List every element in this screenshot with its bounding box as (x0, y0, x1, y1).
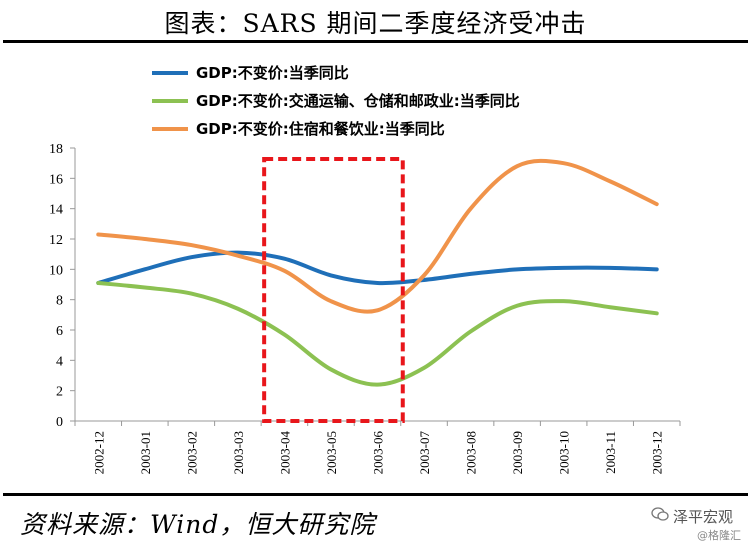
x-tick-label: 2003-08 (464, 431, 479, 474)
source-note: 资料来源：Wind，恒大研究院 (20, 510, 376, 539)
legend-entry: GDP:不变价:住宿和餐饮业:当季同比 (196, 120, 445, 138)
highlight-box (262, 157, 405, 423)
y-tick-label: 8 (56, 294, 63, 309)
series-line-3 (96, 158, 659, 314)
wechat-icon (651, 507, 669, 526)
series-line-1 (96, 250, 659, 286)
y-tick-label: 2 (56, 385, 63, 400)
legend-entry: GDP:不变价:当季同比 (196, 64, 349, 82)
x-tick-label: 2003-02 (184, 431, 199, 474)
x-tick-label: 2003-11 (603, 431, 618, 474)
x-tick-label: 2003-07 (417, 431, 432, 475)
page-title: 图表：SARS 期间二季度经济受冲击 (164, 9, 587, 38)
x-tick-label: 2003-09 (510, 431, 525, 474)
top-rule (3, 40, 748, 43)
x-tick-label: 2003-06 (371, 431, 386, 475)
y-tick-label: 16 (49, 172, 63, 187)
x-tick-label: 2002-12 (91, 431, 106, 474)
y-tick-label: 6 (56, 324, 63, 339)
watermark: 泽平宏观 (651, 506, 733, 527)
series-line-2 (96, 280, 659, 387)
x-tick-label: 2003-01 (138, 431, 153, 474)
y-tick-label: 18 (49, 142, 63, 157)
y-tick-label: 0 (56, 415, 63, 430)
x-tick-label: 2003-05 (324, 431, 339, 474)
y-tick-label: 14 (49, 203, 63, 218)
series-lines (96, 158, 659, 387)
y-tick-label: 10 (49, 263, 63, 278)
axes: 0 2 4 6 8 10 12 14 16 18 2002-12 2003-01 2003-02 2003… (49, 142, 681, 475)
x-tick-label: 2003-04 (277, 431, 292, 475)
watermark-brand: 泽平宏观 (672, 508, 733, 526)
y-tick-label: 12 (49, 233, 63, 248)
x-tick-label: 2003-12 (650, 431, 665, 474)
x-tick-label: 2003-10 (557, 431, 572, 474)
watermark-sub: @格隆汇 (697, 529, 741, 542)
legend: GDP:不变价:当季同比 GDP:不变价:交通运输、仓储和邮政业:当季同比 GDP:… (152, 64, 520, 138)
legend-entry: GDP:不变价:交通运输、仓储和邮政业:当季同比 (196, 92, 520, 110)
y-tick-label: 4 (56, 354, 63, 369)
x-tick-label: 2003-03 (231, 431, 246, 474)
annotation-layer (262, 157, 405, 423)
bottom-rule (3, 493, 748, 496)
